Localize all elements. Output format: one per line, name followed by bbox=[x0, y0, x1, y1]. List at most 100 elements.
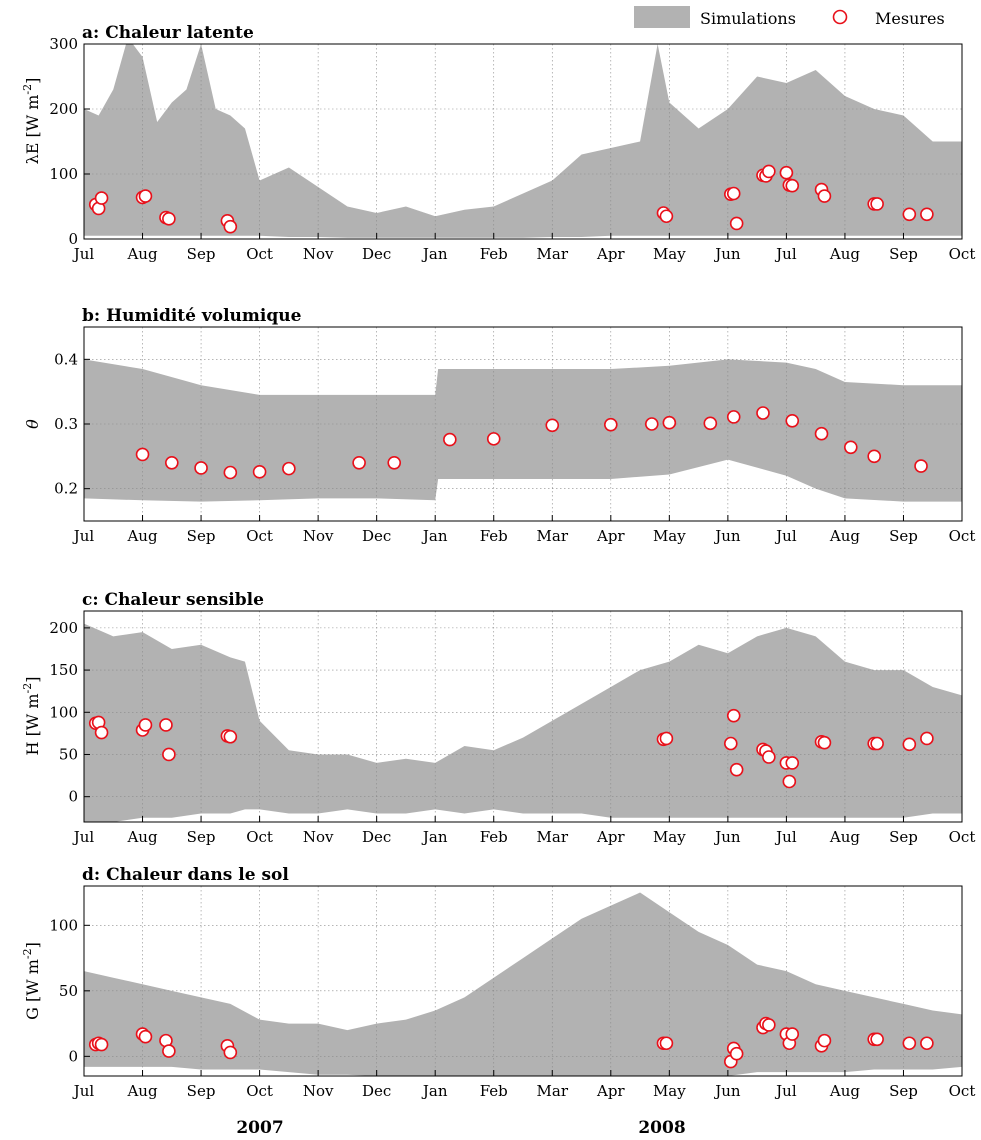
y-axis-label: H [W m-2] bbox=[21, 677, 42, 756]
measurement-point bbox=[659, 1036, 674, 1051]
legend-mesures-label: Mesures bbox=[875, 9, 945, 28]
y-axis-label: λE [W m-2] bbox=[21, 78, 42, 165]
x-tick-label: Aug bbox=[126, 527, 157, 545]
x-tick-label: Oct bbox=[949, 1082, 976, 1100]
panel-title: d: Chaleur dans le sol bbox=[82, 865, 289, 885]
measurement-point bbox=[726, 410, 741, 424]
x-tick-label: Feb bbox=[480, 245, 508, 263]
year-label-2008: 2008 bbox=[638, 1118, 685, 1138]
measurement-point bbox=[902, 1036, 917, 1051]
x-tick-label: Oct bbox=[246, 1082, 273, 1100]
measurement-point bbox=[920, 1036, 934, 1051]
x-tick-label: Jul bbox=[774, 828, 797, 846]
x-tick-label: Feb bbox=[480, 828, 508, 846]
x-tick-label: Dec bbox=[362, 1082, 391, 1100]
x-tick-label: Jan bbox=[421, 245, 448, 263]
measurement-point bbox=[252, 465, 267, 479]
x-tick-label: Oct bbox=[949, 245, 976, 263]
x-tick-label: Aug bbox=[829, 1082, 860, 1100]
measurement-point bbox=[729, 762, 744, 777]
measurement-point bbox=[223, 465, 238, 480]
x-tick-label: Jun bbox=[713, 828, 741, 846]
x-tick-label: Aug bbox=[829, 245, 860, 263]
x-tick-label: Mar bbox=[537, 527, 569, 545]
measurement-point bbox=[603, 417, 618, 432]
measurement-point bbox=[94, 191, 109, 205]
y-tick-label: 100 bbox=[49, 703, 78, 721]
measurement-point bbox=[282, 461, 296, 476]
measurement-point bbox=[817, 735, 832, 750]
x-tick-label: Oct bbox=[949, 828, 976, 846]
y-tick-label: 50 bbox=[59, 745, 78, 763]
x-tick-label: Oct bbox=[949, 527, 976, 545]
x-tick-label: Aug bbox=[126, 1082, 157, 1100]
plot-frame bbox=[83, 885, 963, 1077]
measurement-point bbox=[223, 729, 238, 744]
measurement-point bbox=[762, 164, 776, 179]
measurement-point bbox=[165, 455, 179, 470]
x-tick-label: Feb bbox=[480, 1082, 508, 1100]
x-tick-label: Sep bbox=[187, 245, 216, 263]
panel-title: c: Chaleur sensible bbox=[82, 590, 264, 610]
x-tick-label: Sep bbox=[187, 1082, 216, 1100]
x-tick-label: Sep bbox=[889, 1082, 918, 1100]
x-tick-label: Nov bbox=[303, 527, 334, 545]
measurement-point bbox=[782, 774, 797, 789]
x-tick-label: Aug bbox=[126, 245, 157, 263]
measurement-point bbox=[138, 718, 153, 732]
measurement-point bbox=[138, 189, 153, 203]
x-tick-label: Sep bbox=[889, 828, 918, 846]
measurement-point bbox=[756, 406, 770, 420]
measurement-point bbox=[162, 747, 176, 762]
measurement-point bbox=[659, 731, 674, 746]
x-tick-label: Aug bbox=[126, 828, 157, 846]
simulation-band bbox=[84, 892, 962, 1076]
measurement-point bbox=[94, 1037, 109, 1052]
measurement-point bbox=[194, 461, 208, 475]
simulation-band bbox=[84, 44, 962, 238]
measurement-point bbox=[729, 216, 744, 231]
x-tick-label: Apr bbox=[596, 527, 625, 545]
x-tick-label: Jun bbox=[713, 1082, 741, 1100]
x-tick-label: May bbox=[653, 1082, 686, 1100]
year-label-2007: 2007 bbox=[236, 1118, 283, 1138]
measurement-point bbox=[644, 417, 659, 431]
x-tick-label: Dec bbox=[362, 828, 391, 846]
x-tick-label: Jul bbox=[72, 527, 95, 545]
x-tick-label: Sep bbox=[889, 245, 918, 263]
measurement-point bbox=[223, 1045, 238, 1060]
measurement-point bbox=[902, 737, 917, 752]
y-axis-label: θ bbox=[23, 419, 42, 429]
measurement-point bbox=[223, 219, 238, 234]
measurement-point bbox=[135, 447, 150, 462]
x-tick-label: Nov bbox=[303, 828, 334, 846]
measurement-point bbox=[914, 459, 928, 473]
x-tick-label: May bbox=[653, 828, 686, 846]
panel-latent-heat: a: Chaleur latente 0 100 200 300 Jul Aug Sep Oc… bbox=[21, 23, 975, 263]
legend-simulations-label: Simulations bbox=[700, 9, 796, 28]
measurement-point bbox=[352, 455, 366, 470]
measurement-point bbox=[785, 1027, 800, 1041]
x-tick-label: Apr bbox=[596, 245, 625, 263]
measurement-point bbox=[486, 432, 501, 446]
x-tick-label: Mar bbox=[537, 245, 569, 263]
x-tick-label: Jun bbox=[713, 527, 741, 545]
measurement-point bbox=[920, 731, 934, 746]
x-tick-label: Jul bbox=[774, 527, 797, 545]
x-tick-label: Jul bbox=[72, 828, 95, 846]
measurement-point bbox=[867, 449, 882, 464]
panel-title: b: Humidité volumique bbox=[82, 306, 302, 326]
measurement-point bbox=[443, 432, 457, 447]
legend-simulations-swatch bbox=[634, 6, 690, 28]
panel-sensible-heat: c: Chaleur sensible 0 50 100 150 200 Jul Aug Se… bbox=[21, 590, 975, 846]
measurement-point bbox=[703, 416, 718, 431]
x-tick-label: Jul bbox=[774, 245, 797, 263]
y-tick-label: 200 bbox=[49, 100, 78, 118]
measurement-point bbox=[762, 1018, 776, 1032]
measurement-point bbox=[159, 718, 173, 732]
x-tick-label: May bbox=[653, 527, 686, 545]
x-tick-label: Jul bbox=[72, 245, 95, 263]
x-tick-label: Mar bbox=[537, 828, 569, 846]
y-tick-label: 0.3 bbox=[54, 415, 78, 433]
